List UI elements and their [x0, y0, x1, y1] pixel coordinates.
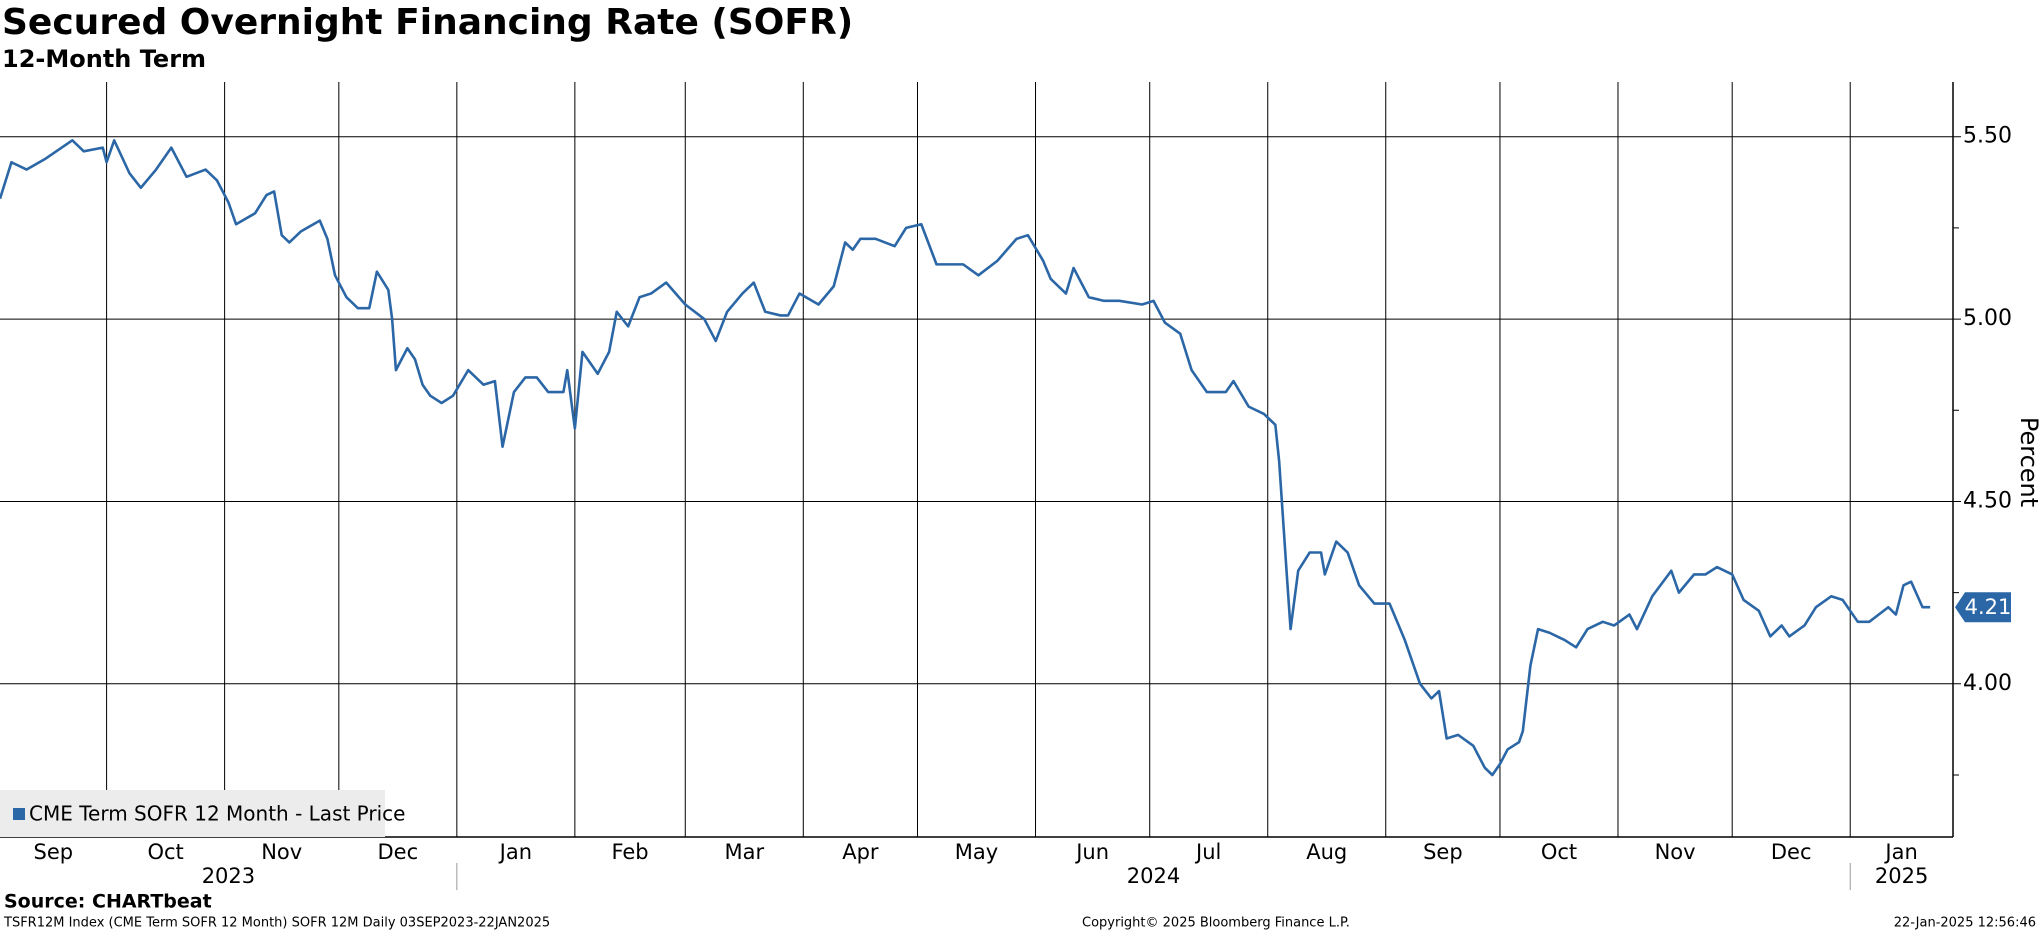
- x-tick-label: Oct: [147, 840, 183, 864]
- source: Source: CHARTbeat: [4, 891, 212, 913]
- x-tick-label: Dec: [1771, 840, 1812, 864]
- x-tick-label: Jul: [1194, 840, 1221, 864]
- year-label: 2024: [1127, 864, 1180, 888]
- y-tick-label: 4.50: [1963, 488, 2012, 513]
- series-line: [0, 139, 1931, 777]
- chart-title: Secured Overnight Financing Rate (SOFR): [2, 2, 853, 43]
- legend-box: [0, 790, 385, 837]
- x-tick-label: Sep: [34, 840, 74, 864]
- x-tick-label: Jun: [1074, 840, 1109, 864]
- x-tick-label: Apr: [842, 840, 879, 864]
- year-label: 2025: [1875, 864, 1928, 888]
- last-value-tag: [1955, 592, 2011, 623]
- x-tick-label: Oct: [1541, 840, 1577, 864]
- x-tick-label: Dec: [378, 840, 419, 864]
- x-tick-label: Mar: [724, 840, 764, 864]
- x-tick-label: Jan: [498, 840, 532, 864]
- x-tick-label: Sep: [1423, 840, 1463, 864]
- x-tick-label: Feb: [611, 840, 648, 864]
- y-tick-label: 4.00: [1963, 671, 2012, 696]
- x-tick-label: Nov: [1655, 840, 1696, 864]
- year-label: 2023: [202, 864, 255, 888]
- chart-subtitle: 12-Month Term: [2, 45, 206, 73]
- x-tick-label: Aug: [1306, 840, 1347, 864]
- legend-label: CME Term SOFR 12 Month - Last Price: [29, 802, 405, 826]
- footer-description: TSFR12M Index (CME Term SOFR 12 Month) S…: [3, 916, 550, 931]
- legend-swatch: [13, 808, 25, 820]
- y-tick-label: 5.50: [1963, 124, 2012, 149]
- footer-copyright: Copyright© 2025 Bloomberg Finance L.P.: [1082, 916, 1350, 931]
- x-tick-label: May: [955, 840, 998, 864]
- y-tick-label: 5.00: [1963, 306, 2012, 331]
- x-tick-label: Nov: [261, 840, 302, 864]
- last-value-label: 4.21: [1965, 595, 2012, 619]
- x-tick-label: Jan: [1883, 840, 1917, 864]
- footer-timestamp: 22-Jan-2025 12:56:46: [1894, 916, 2036, 931]
- y-axis-label: Percent: [2015, 417, 2041, 507]
